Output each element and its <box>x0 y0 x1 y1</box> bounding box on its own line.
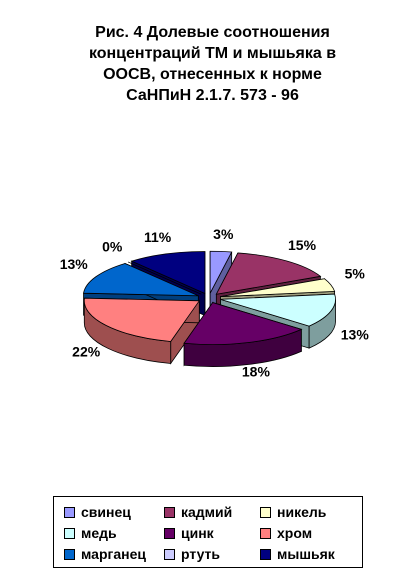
title-line: СаНПиН 2.1.7. 573 - 96 <box>126 87 299 104</box>
legend-swatch <box>64 506 75 518</box>
legend-item: мышьяк <box>260 545 335 563</box>
slice-label: 13% <box>341 326 370 342</box>
slice-label: 13% <box>60 256 89 272</box>
legend-swatch <box>64 548 75 560</box>
slice-label: 15% <box>288 237 317 253</box>
legend-item: никель <box>260 503 326 521</box>
legend-swatch <box>260 548 271 560</box>
pie-slice-свинец <box>209 250 233 316</box>
slice-label: 22% <box>72 344 101 360</box>
title-line: Рис. 4 Долевые соотношения <box>95 24 330 41</box>
legend-item: хром <box>260 524 312 542</box>
legend-swatch <box>164 527 175 539</box>
legend-swatch <box>260 527 271 539</box>
legend-label: мышьяк <box>277 546 335 562</box>
legend-label: медь <box>81 525 117 541</box>
legend-item: свинец <box>64 503 131 521</box>
legend-item: марганец <box>64 545 146 563</box>
slice-label: 5% <box>345 266 366 282</box>
pie-slice-ртуть <box>127 261 202 295</box>
pie-slice-цинк <box>183 301 303 367</box>
legend-label: свинец <box>81 504 131 520</box>
legend-label: кадмий <box>181 504 233 520</box>
legend-swatch <box>164 506 175 518</box>
slice-label: 11% <box>144 229 172 245</box>
legend-label: марганец <box>81 546 146 562</box>
chart-title: Рис. 4 Долевые соотношения концентраций … <box>40 22 385 106</box>
pie-slice-хром <box>83 297 201 365</box>
slice-label: 3% <box>213 226 234 242</box>
legend-label: хром <box>277 525 313 541</box>
chart-legend: свинец кадмий никель медь цинк хром марганец рт… <box>53 496 363 568</box>
legend-label: цинк <box>181 525 214 541</box>
title-line: ООСВ, отнесенных к норме <box>103 66 322 83</box>
legend-label: ртуть <box>181 546 220 562</box>
legend-label: никель <box>277 504 327 520</box>
legend-item: медь <box>64 524 117 542</box>
slice-label: 0% <box>102 238 123 254</box>
slice-label: 18% <box>242 364 271 380</box>
legend-swatch <box>64 527 75 539</box>
title-line: концентраций ТМ и мышьяка в <box>88 45 337 62</box>
legend-item: кадмий <box>164 503 232 521</box>
legend-swatch <box>260 506 271 518</box>
legend-item: цинк <box>164 524 214 542</box>
legend-swatch <box>164 548 175 560</box>
legend-item: ртуть <box>164 545 220 563</box>
